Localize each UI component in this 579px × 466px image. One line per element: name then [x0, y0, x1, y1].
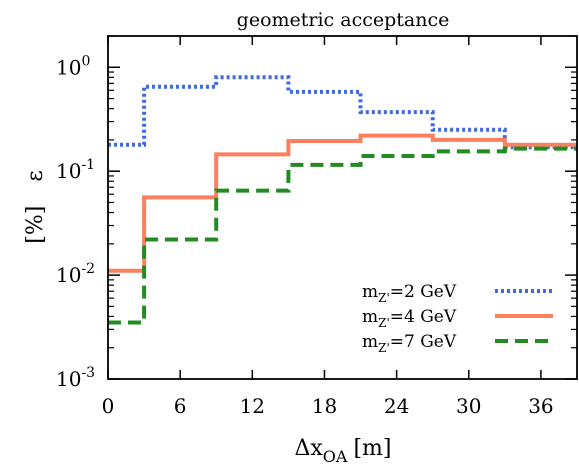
x-axis-label: ΔxOA [m]	[295, 436, 392, 466]
x-tick-labels: 0 6 12 18 24 30 36	[102, 394, 554, 418]
y-tick-label-0: 100	[56, 53, 90, 79]
y-tick-label-3: 10-3	[56, 365, 95, 391]
series-line-0	[108, 75, 577, 150]
x-axis-label-main: Δx	[295, 436, 324, 461]
x-tick-label-4: 24	[384, 394, 409, 418]
legend-label-0: mZ'=2 GeV	[362, 282, 457, 305]
x-axis-label-sub: OA	[323, 447, 348, 466]
y-tick-labels: 100 10-1 10-2 10-3	[56, 53, 95, 391]
chart-title: geometric acceptance	[237, 9, 450, 31]
plot-frame	[107, 35, 578, 380]
x-tick-label-5: 30	[456, 394, 481, 418]
y-axis-label-main: ε	[23, 170, 48, 181]
series-line-1	[108, 133, 577, 273]
x-tick-label-2: 12	[240, 394, 265, 418]
legend-label-2: mZ'=7 GeV	[362, 332, 457, 355]
y-axis-label-unit: [%]	[23, 206, 48, 244]
x-tick-label-1: 6	[174, 394, 187, 418]
series-layer	[108, 75, 577, 325]
y-tick-label-1: 10-1	[56, 157, 95, 183]
svg-text:[%]ε: [%] ε	[23, 170, 48, 243]
y-tick-label-2: 10-2	[56, 261, 95, 287]
series-line-2	[108, 146, 577, 325]
legend-label-1: mZ'=4 GeV	[362, 307, 457, 330]
x-tick-label-6: 36	[528, 394, 553, 418]
x-axis-label-unit: [m]	[353, 436, 391, 461]
x-tick-label-0: 0	[102, 394, 115, 418]
y-axis-label: [%] ε	[23, 170, 48, 243]
ticks-layer	[107, 35, 577, 380]
x-tick-label-3: 18	[312, 394, 337, 418]
